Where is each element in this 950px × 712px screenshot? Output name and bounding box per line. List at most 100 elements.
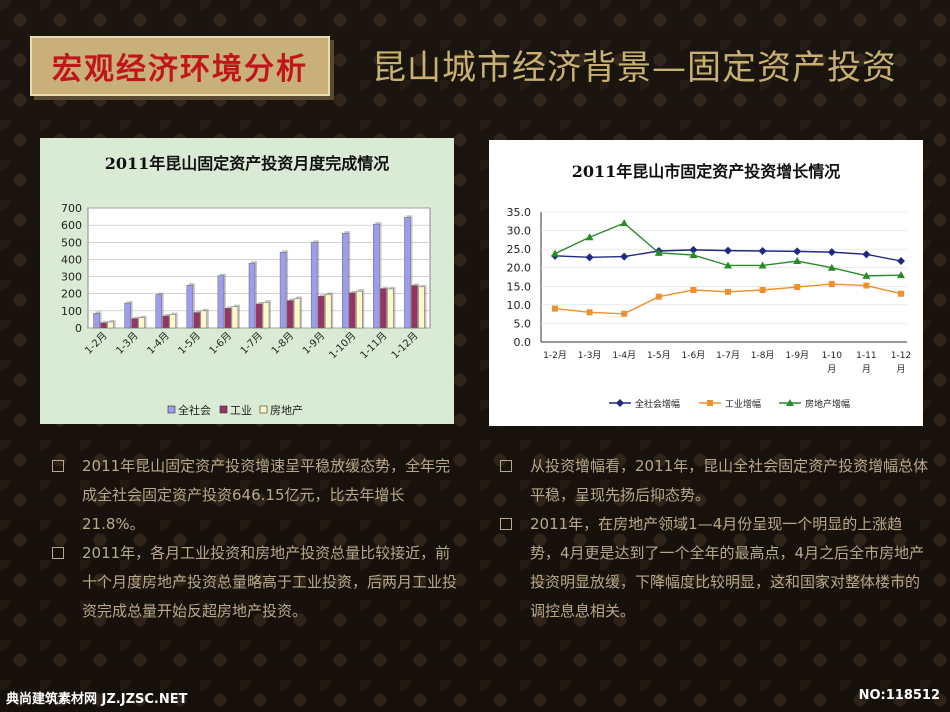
bar-total [186,284,194,329]
y-tick-label: 600 [61,219,82,232]
legend-label: 房地产增幅 [805,398,850,410]
x-tick-label: 1-8月 [751,350,775,361]
x-tick-label: 1-7月 [238,330,265,357]
x-tick-label: 1-9月 [300,330,327,357]
data-point [897,271,905,279]
list-item: 2011年，在房地产领域1—4月份呈现一个明显的上涨趋势，4月更是达到了一个全年… [500,510,930,626]
bar-realestate [324,294,332,329]
data-point [724,261,732,269]
x-tick-label: 1-12 [891,351,911,361]
legend-label: 工业增幅 [725,398,761,410]
x-tick-label: 1-4月 [145,330,172,357]
y-tick-label: 200 [61,288,82,301]
page-title: 昆山城市经济背景—固定资产投资 [372,48,897,88]
bar-total [342,232,349,329]
bar-total [404,217,411,329]
y-tick-label: 300 [61,271,82,284]
x-tick-label: 1-3月 [114,330,141,357]
line-chart-panel: 2011年昆山市固定资产投资增长情况 0.0 5.0 10.0 15.0 20.0 25.… [489,140,923,426]
data-point [898,290,904,297]
data-point [758,247,767,255]
data-point [689,245,698,254]
left-bullet-list: 2011年昆山固定资产投资增速呈平稳放缓态势，全年完成全社会固定资产投资646.… [52,452,462,626]
x-tick-label: 1-7月 [716,350,740,361]
y-tick-label: 15.0 [507,280,532,293]
bar-realestate [387,288,394,329]
data-point [621,310,628,317]
data-point [862,250,871,259]
bar-total [93,313,100,329]
footer-watermark-right: NO:118512 [858,688,940,703]
bar-industry [349,292,356,329]
legend-label: 全社会增幅 [635,398,680,410]
x-tick-label: 1-10 [822,351,843,361]
bar-industry [255,303,263,329]
data-point [863,282,870,289]
checkbox-bullet-icon [52,547,64,559]
right-bullet-list: 从投资增幅看，2011年，昆山全社会固定资产投资增幅总体平稳，呈现先扬后抑态势。… [500,452,930,626]
bar-total [310,242,318,329]
data-point [690,287,697,293]
bar-industry [100,322,107,329]
legend-marker [786,399,794,406]
data-point [827,248,836,257]
legend-swatch [167,405,176,414]
list-item: 2011年昆山固定资产投资增速呈平稳放缓态势，全年完成全社会固定资产投资646.… [52,452,462,539]
bar-total [217,275,225,329]
x-tick-label: 1-5月 [647,350,671,361]
data-point [828,281,835,288]
data-point [827,263,836,271]
bar-realestate [262,302,270,329]
data-point [793,247,802,256]
legend-label: 房地产 [270,403,303,417]
data-point [586,309,593,316]
series-line [554,283,902,315]
x-tick-label-unit: 月 [896,364,905,375]
data-point [759,287,766,293]
legend-label: 工业 [230,404,252,417]
bar-industry [131,318,138,329]
bar-realestate [231,306,239,329]
legend-label: 全社会 [178,403,211,417]
x-tick-label: 1-4月 [612,350,636,361]
bar-total [248,262,256,329]
x-tick-label: 1-2月 [543,350,567,361]
x-tick-label: 1-6月 [682,350,706,361]
y-tick-label: 400 [61,253,82,266]
bar-industry [411,285,418,329]
data-point [793,257,802,265]
section-title: 宏观经济环境分析 [52,52,308,87]
footer-watermark-left: 典尚建筑素材网 JZ.JZSC.NET [6,692,188,707]
x-tick-label: 1-12月 [389,330,421,362]
bar-chart-title: 2011年昆山固定资产投资月度完成情况 [104,154,390,173]
data-point [552,305,558,312]
data-point [620,252,629,261]
y-tick-label: 0.0 [514,336,532,349]
y-tick-label: 10.0 [507,299,532,312]
x-tick-label: 1-9月 [785,350,809,361]
bar-realestate [418,286,425,329]
legend-swatch [219,405,228,414]
legend-marker [707,400,713,406]
bar-industry [224,308,232,329]
data-point [758,261,767,269]
y-tick-label: 500 [61,236,82,249]
bar-realestate [107,321,114,329]
line-chart-title: 2011年昆山市固定资产投资增长情况 [571,162,841,181]
data-point [585,233,594,241]
list-item: 2011年，各月工业投资和房地产投资总量比较接近，前十个月度房地产投资总量略高于… [52,539,462,626]
x-tick-label-unit: 月 [862,364,871,375]
y-tick-label: 5.0 [514,317,532,330]
bar-realestate [138,317,145,329]
checkbox-bullet-icon [500,460,512,472]
data-point [655,293,662,300]
list-item: 从投资增幅看，2011年，昆山全社会固定资产投资增幅总体平稳，呈现先扬后抑态势。 [500,452,930,510]
data-point [551,249,559,257]
bar-chart-panel: 2011年昆山固定资产投资月度完成情况 0 100 200 300 400 500 600 7… [40,138,454,424]
data-point [654,248,663,256]
y-tick-label: 30.0 [507,225,532,238]
data-point [897,257,905,266]
bar-total [124,302,131,329]
checkbox-bullet-icon [500,518,512,530]
